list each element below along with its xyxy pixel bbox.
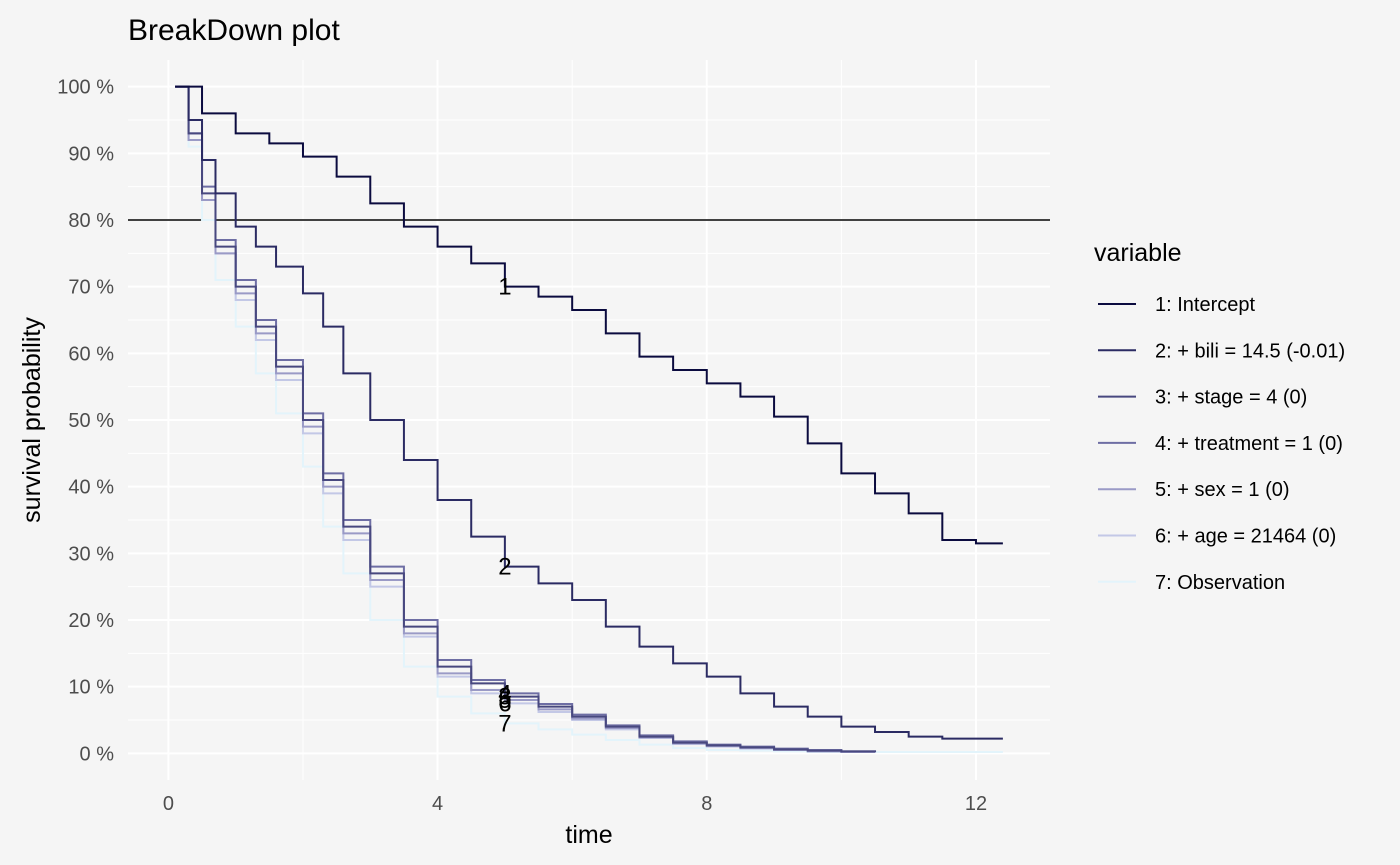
legend: variable 1: Intercept 2: + bili = 14.5 (-…	[1094, 239, 1345, 594]
series-line	[175, 85, 877, 753]
y-axis-title: survival probability	[18, 317, 46, 523]
legend-title: variable	[1094, 239, 1182, 267]
series-label: 4	[498, 680, 511, 707]
y-tick-label: 20 %	[68, 610, 114, 632]
series-label: 7	[498, 710, 511, 737]
legend-item-label: 4: + treatment = 1 (0)	[1155, 433, 1343, 455]
axis-ticks: 0 % 10 % 20 % 30 % 40 % 50 % 60 % 70 % 80 % 90 % 1…	[57, 77, 987, 815]
legend-item-label: 2: + bili = 14.5 (-0.01)	[1155, 340, 1345, 362]
y-tick-label: 80 %	[68, 210, 114, 232]
series-line	[175, 85, 1003, 545]
y-tick-label: 90 %	[68, 143, 114, 165]
legend-item-label: 1: Intercept	[1155, 294, 1256, 316]
y-tick-label: 60 %	[68, 343, 114, 365]
grid	[128, 60, 1050, 780]
x-tick-label: 0	[163, 793, 174, 815]
y-tick-label: 100 %	[57, 77, 114, 99]
series-label: 1	[498, 274, 511, 301]
legend-item-label: 6: + age = 21464 (0)	[1155, 526, 1336, 548]
x-tick-label: 12	[965, 793, 987, 815]
series-label: 5	[498, 687, 511, 714]
series-label: 3	[498, 684, 511, 711]
x-axis-title: time	[565, 821, 612, 849]
legend-item-label: 3: + stage = 4 (0)	[1155, 387, 1307, 409]
series-line	[175, 85, 1003, 740]
x-tick-label: 8	[701, 793, 712, 815]
y-tick-label: 50 %	[68, 410, 114, 432]
legend-item-label: 7: Observation	[1155, 572, 1285, 594]
x-tick-label: 4	[432, 793, 443, 815]
series-lines	[175, 85, 1003, 753]
series-label: 6	[498, 690, 511, 717]
legend-item-label: 5: + sex = 1 (0)	[1155, 479, 1290, 501]
y-tick-label: 30 %	[68, 543, 114, 565]
y-tick-label: 10 %	[68, 677, 114, 699]
y-tick-label: 0 %	[80, 743, 115, 765]
y-tick-label: 70 %	[68, 277, 114, 299]
series-label: 2	[498, 554, 511, 581]
chart-title: BreakDown plot	[128, 14, 340, 47]
y-tick-label: 40 %	[68, 477, 114, 499]
